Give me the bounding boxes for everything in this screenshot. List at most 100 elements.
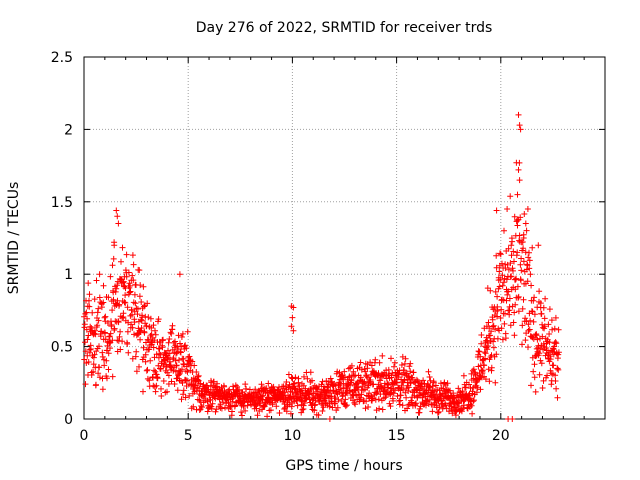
data-point [555, 349, 562, 356]
data-point [530, 318, 537, 325]
data-point [535, 242, 542, 249]
data-point [489, 316, 496, 323]
data-point [488, 364, 495, 371]
data-point [481, 362, 488, 369]
data-point [105, 366, 112, 373]
data-point [485, 366, 492, 373]
data-point [123, 251, 130, 258]
data-point [540, 340, 547, 347]
data-point [283, 379, 290, 385]
data-point [195, 372, 202, 379]
data-point [123, 273, 130, 280]
data-point [168, 330, 175, 337]
data-point [140, 388, 146, 395]
data-point [379, 352, 386, 359]
data-point [497, 276, 504, 283]
data-point [362, 405, 369, 412]
data-point [90, 361, 97, 368]
data-point [497, 315, 504, 321]
data-point [537, 300, 544, 307]
data-point [488, 352, 495, 359]
data-point [519, 305, 526, 312]
data-point [514, 283, 521, 290]
data-point [102, 330, 109, 337]
data-point [544, 372, 551, 379]
data-point [109, 262, 116, 269]
data-point [402, 355, 409, 362]
data-point [513, 275, 520, 282]
data-point [485, 319, 492, 326]
data-point [509, 238, 516, 245]
data-point [260, 404, 267, 410]
data-point [98, 304, 105, 311]
data-point [511, 309, 518, 316]
data-point [423, 402, 429, 409]
data-point [507, 260, 514, 267]
data-point [276, 410, 283, 416]
data-point [129, 311, 135, 318]
data-point [105, 350, 112, 357]
data-point [124, 328, 131, 335]
data-point [515, 111, 522, 118]
data-point [555, 366, 562, 373]
y-tick-label: 0 [64, 412, 73, 428]
data-point [343, 402, 350, 409]
data-point [394, 393, 401, 399]
data-point [178, 396, 185, 403]
data-point [518, 267, 525, 274]
data-point [176, 357, 182, 363]
data-point [92, 327, 98, 334]
data-point [131, 291, 138, 298]
axis-ticks: 0 5 10 15 20 0 0.5 1 1.5 2 2.5 [51, 50, 605, 444]
data-point [324, 384, 331, 391]
data-point [154, 375, 161, 382]
data-point [137, 282, 144, 289]
data-point [429, 408, 436, 415]
data-point [104, 375, 110, 382]
data-point [143, 322, 150, 329]
data-point [397, 397, 404, 404]
data-point [357, 374, 364, 381]
data-point [94, 322, 101, 329]
data-point [531, 374, 538, 381]
data-point [339, 392, 346, 399]
data-point [182, 342, 189, 349]
data-point [404, 405, 411, 412]
data-points [81, 111, 562, 422]
data-point [498, 325, 505, 332]
data-point [530, 297, 537, 304]
data-point [319, 408, 326, 414]
data-point [511, 258, 517, 265]
data-point [116, 301, 123, 308]
data-point [82, 381, 89, 388]
data-point [225, 387, 232, 394]
data-point [496, 283, 503, 290]
data-point [116, 333, 123, 340]
data-point [238, 409, 245, 416]
data-point [405, 388, 412, 394]
data-point [508, 252, 515, 259]
data-point [332, 400, 339, 407]
data-point [323, 378, 330, 384]
data-point [405, 401, 412, 408]
data-point [171, 381, 178, 387]
data-point [494, 293, 501, 300]
data-point [130, 299, 137, 306]
data-point [254, 412, 261, 419]
data-point [522, 249, 529, 256]
data-point [367, 377, 374, 383]
data-point [129, 272, 136, 279]
data-point [376, 359, 383, 366]
data-point [85, 280, 92, 287]
data-point [517, 261, 524, 268]
data-point [218, 405, 225, 412]
data-point [426, 374, 433, 380]
data-point [204, 408, 211, 415]
data-point [93, 348, 100, 355]
data-point [111, 242, 118, 249]
data-point [515, 294, 522, 301]
data-point [494, 313, 500, 320]
data-point [540, 377, 547, 384]
data-point [111, 325, 118, 332]
data-point [455, 385, 462, 392]
